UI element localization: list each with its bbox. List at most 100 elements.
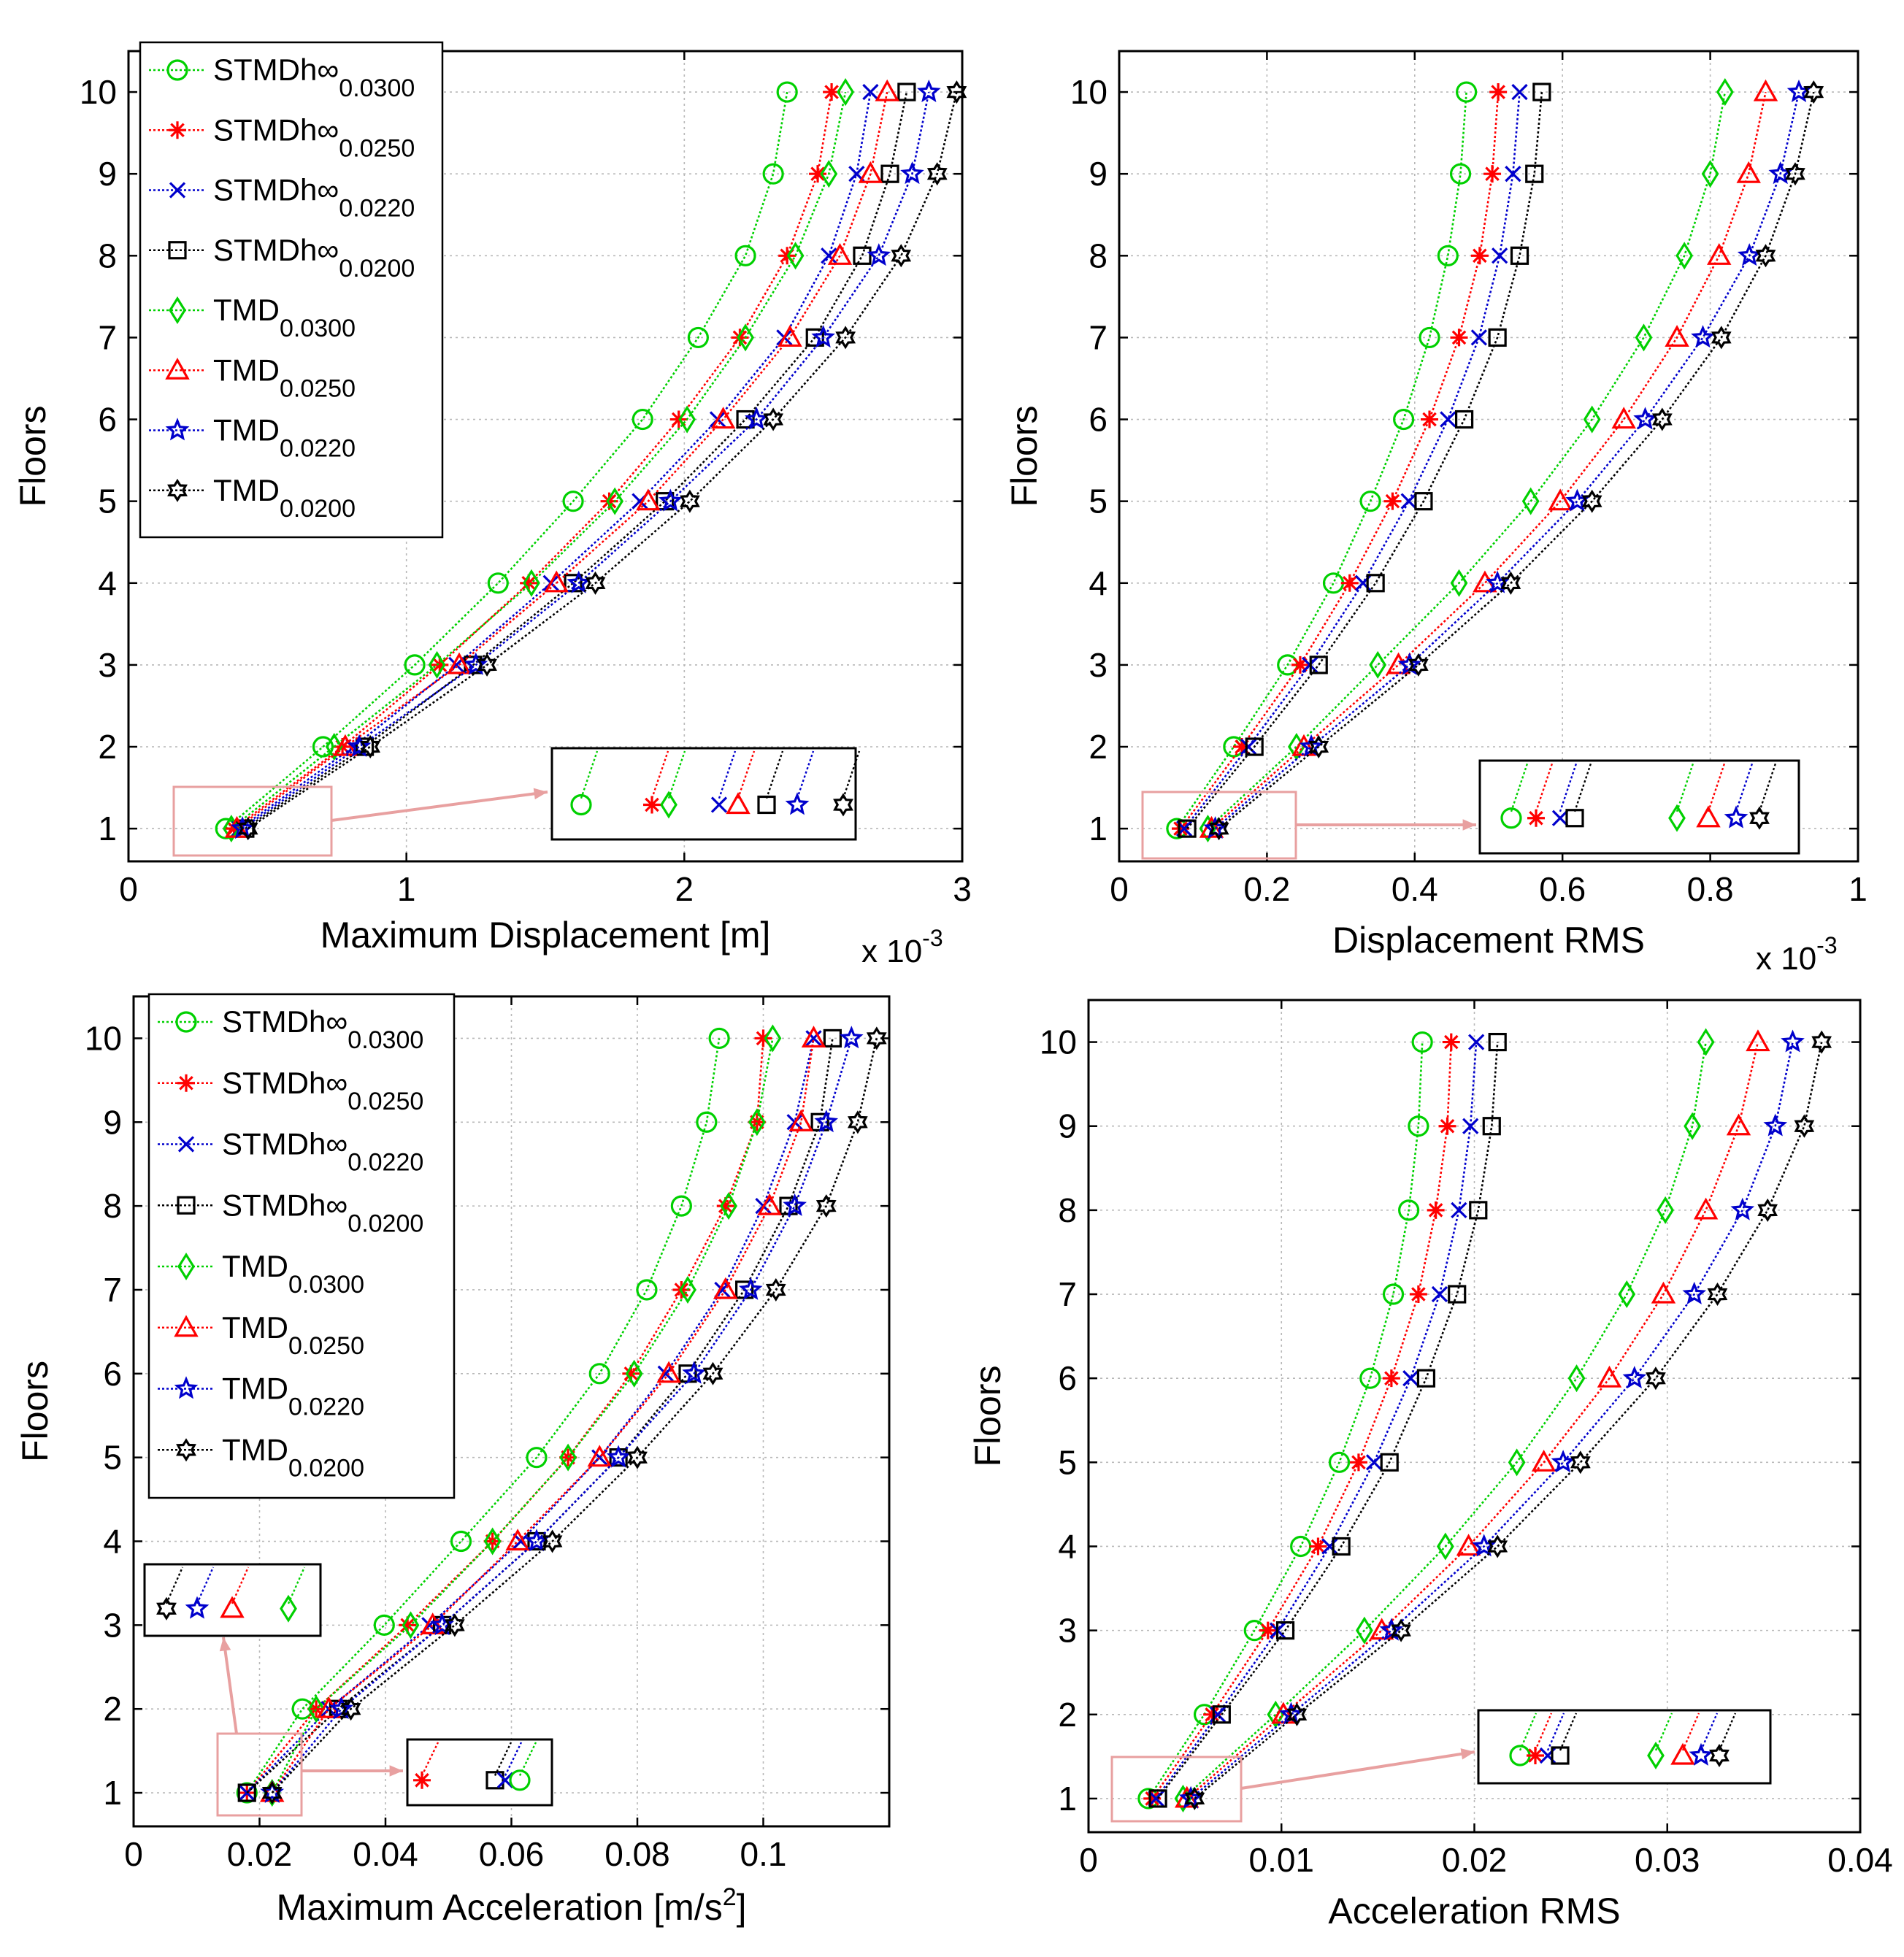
x-tick-label: 0.02 <box>1442 1841 1508 1879</box>
data-point <box>1487 1534 1508 1558</box>
data-point <box>1427 1201 1445 1219</box>
data-point <box>636 1279 658 1301</box>
inset-marker <box>1668 804 1686 832</box>
inset-marker <box>280 1594 297 1623</box>
y-tick-label: 7 <box>1089 318 1108 356</box>
y-tick-label: 8 <box>103 1187 122 1225</box>
data-point <box>736 410 755 429</box>
legend-marker <box>177 1196 196 1215</box>
y-tick-label: 2 <box>103 1690 122 1728</box>
data-point <box>431 655 449 674</box>
inset-box <box>406 1738 553 1807</box>
data-point <box>636 488 661 511</box>
data-point <box>1232 738 1251 756</box>
legend-entry: STMDh∞0.0300 <box>213 53 415 102</box>
data-point <box>762 163 784 185</box>
data-point <box>897 82 916 101</box>
data-point <box>1763 1113 1788 1137</box>
data-point <box>778 325 802 347</box>
arrow-head <box>533 788 548 800</box>
series-STMDh0300 <box>1166 81 1478 839</box>
data-point <box>325 733 343 761</box>
data-point <box>708 1027 730 1050</box>
data-point <box>776 81 798 103</box>
data-point <box>1488 328 1507 347</box>
data-point <box>1332 1537 1351 1556</box>
data-point <box>1468 1034 1485 1050</box>
y-tick-label: 5 <box>103 1439 122 1477</box>
data-point <box>1259 1621 1277 1639</box>
data-point <box>1355 1616 1373 1645</box>
y-tick-label: 3 <box>98 646 117 684</box>
data-point <box>1308 734 1329 759</box>
data-point <box>1456 81 1478 103</box>
legend-entry-name: STMDh∞ <box>213 53 339 87</box>
data-point <box>1508 1448 1526 1477</box>
data-point <box>1291 734 1316 756</box>
y-tick-label: 3 <box>103 1606 122 1644</box>
data-point <box>679 1275 696 1304</box>
data-point <box>542 1529 563 1553</box>
inset-marker <box>570 793 592 816</box>
data-point <box>748 1108 766 1137</box>
data-point <box>1707 1282 1728 1307</box>
data-point <box>1488 1032 1507 1052</box>
data-point <box>567 570 591 593</box>
x-axis-exponent-base: x 10 <box>1756 941 1816 977</box>
inset-marker <box>1724 805 1748 828</box>
data-point <box>428 650 446 679</box>
data-point <box>520 574 538 592</box>
data-point <box>847 1110 868 1134</box>
data-point <box>1657 1196 1674 1224</box>
data-point <box>524 1529 549 1552</box>
data-point <box>373 1614 395 1636</box>
data-point <box>1143 1789 1162 1807</box>
y-tick-label: 9 <box>103 1103 122 1141</box>
data-point <box>1781 1029 1805 1053</box>
inset-marker <box>1670 1742 1695 1765</box>
series-TMD0200 <box>1184 1030 1832 1810</box>
y-tick-label: 4 <box>1058 1527 1077 1565</box>
inset-line <box>580 750 599 799</box>
arrow-head <box>389 1765 403 1777</box>
data-point <box>1583 405 1601 434</box>
data-point <box>801 1026 826 1048</box>
data-point <box>622 1364 640 1383</box>
x-tick-label: 2 <box>675 870 694 908</box>
data-point <box>1275 1621 1295 1640</box>
data-point <box>765 1278 786 1302</box>
y-tick-label: 6 <box>98 401 117 439</box>
legend-entry-sub: 0.0300 <box>280 315 356 342</box>
y-tick-label: 8 <box>1089 237 1108 274</box>
x-tick-label: 0.1 <box>740 1835 787 1873</box>
data-point <box>1697 1028 1715 1056</box>
arrow-shaft <box>1240 1750 1475 1790</box>
x-axis-label-text: Displacement RMS <box>1332 920 1645 961</box>
data-point <box>1510 246 1529 265</box>
data-point <box>1633 407 1657 430</box>
series-line <box>1210 91 1767 830</box>
legend-entry-sub: 0.0200 <box>339 255 415 282</box>
data-point <box>738 1277 763 1300</box>
data-point <box>1737 243 1762 266</box>
series-line <box>246 1038 721 1793</box>
inset-line <box>650 750 669 799</box>
data-point <box>1321 1538 1338 1555</box>
inset-marker <box>509 1769 531 1791</box>
y-tick-label: 9 <box>1058 1107 1077 1145</box>
series-line <box>271 1038 774 1793</box>
legend-marker <box>168 241 187 260</box>
legend-entry: TMD0.0250 <box>222 1310 364 1360</box>
legend-entry-sub: 0.0200 <box>280 495 356 523</box>
legend-entry: STMDh∞0.0300 <box>222 1004 423 1054</box>
data-point <box>1380 1453 1399 1472</box>
data-point <box>748 1113 766 1131</box>
legend-entry: TMD0.0250 <box>213 353 356 402</box>
legend-entry-name: STMDh∞ <box>213 173 339 207</box>
x-axis-label: Maximum Displacement [m] <box>320 915 771 956</box>
data-point <box>340 1697 361 1721</box>
y-tick-label: 7 <box>98 318 117 356</box>
zoom-inset-1 <box>550 747 861 841</box>
series-line <box>1214 91 1800 830</box>
